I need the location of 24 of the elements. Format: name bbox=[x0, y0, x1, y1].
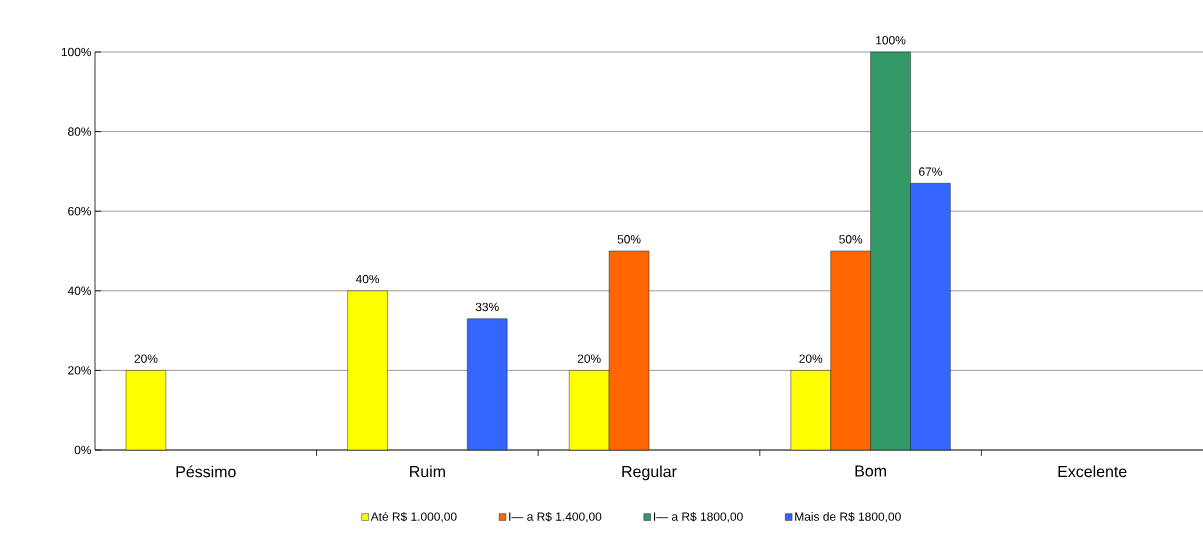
data-label: 40% bbox=[355, 274, 380, 284]
data-label: 20% bbox=[577, 354, 601, 363]
legend-label: Mais de R$ 1800,00 bbox=[795, 511, 901, 523]
legend-label: I— a R$ 1.400,00 bbox=[509, 511, 602, 523]
legend-label: Até R$ 1.000,00 bbox=[370, 511, 457, 523]
y-tick-label: 0% bbox=[74, 445, 92, 455]
data-label: 100% bbox=[876, 36, 906, 45]
y-tick-label: 80% bbox=[68, 127, 92, 136]
x-tick-label: Ruim bbox=[410, 465, 445, 478]
x-tick-label: Regular bbox=[622, 465, 677, 481]
data-label: 50% bbox=[617, 235, 641, 244]
data-label: 50% bbox=[839, 235, 863, 244]
data-label: 20% bbox=[134, 354, 158, 363]
x-tick-label: Péssimo bbox=[176, 465, 236, 478]
data-label: 20% bbox=[799, 354, 823, 363]
data-label: 67% bbox=[919, 167, 942, 176]
data-label: 33% bbox=[475, 302, 499, 312]
legend-label: I— a R$ 1800,00 bbox=[653, 511, 743, 523]
y-tick-label: 100% bbox=[61, 47, 92, 57]
y-tick-label: 40% bbox=[67, 286, 92, 296]
y-tick-label: 20% bbox=[68, 366, 92, 375]
x-tick-label: Bom bbox=[855, 465, 886, 477]
x-tick-label: Excelente bbox=[1058, 465, 1127, 478]
y-tick-label: 60% bbox=[68, 206, 92, 216]
